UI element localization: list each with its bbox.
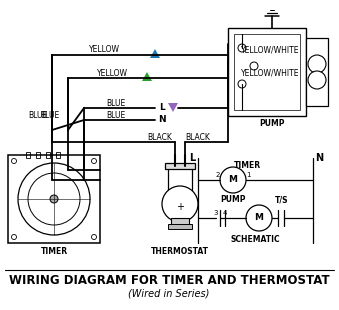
Circle shape xyxy=(12,234,17,240)
Text: TIMER: TIMER xyxy=(40,246,67,255)
Circle shape xyxy=(92,234,97,240)
Circle shape xyxy=(162,186,198,222)
Text: 3: 3 xyxy=(214,210,218,216)
Bar xyxy=(56,152,60,158)
Text: YELLOW/WHITE: YELLOW/WHITE xyxy=(241,69,299,78)
Text: M: M xyxy=(255,214,263,223)
Text: PUMP: PUMP xyxy=(259,119,285,129)
Circle shape xyxy=(308,71,326,89)
Text: BLUE: BLUE xyxy=(106,99,126,108)
Polygon shape xyxy=(142,72,152,81)
Text: M: M xyxy=(228,175,238,184)
Polygon shape xyxy=(168,103,178,112)
Text: BLACK: BLACK xyxy=(185,132,211,141)
Bar xyxy=(46,152,50,158)
Text: N: N xyxy=(158,116,166,125)
Text: THERMOSTAT: THERMOSTAT xyxy=(151,246,209,255)
Bar xyxy=(171,218,189,226)
Text: YELLOW: YELLOW xyxy=(97,69,127,78)
Text: L: L xyxy=(159,104,165,113)
Text: (Wired in Series): (Wired in Series) xyxy=(128,288,210,298)
Text: PUMP: PUMP xyxy=(220,196,246,205)
Circle shape xyxy=(92,158,97,163)
Text: 1: 1 xyxy=(246,172,250,178)
Text: YELLOW/WHITE: YELLOW/WHITE xyxy=(241,46,299,55)
Text: YELLOW: YELLOW xyxy=(88,46,120,55)
Text: N: N xyxy=(315,153,323,163)
Bar xyxy=(168,166,192,194)
Circle shape xyxy=(50,195,58,203)
Text: T/S: T/S xyxy=(275,196,289,205)
Text: BLUE: BLUE xyxy=(28,110,47,119)
Text: TIMER: TIMER xyxy=(234,162,261,171)
Text: 4: 4 xyxy=(223,210,227,216)
Circle shape xyxy=(246,205,272,231)
Circle shape xyxy=(18,163,90,235)
Circle shape xyxy=(308,55,326,73)
Circle shape xyxy=(220,167,246,193)
Bar xyxy=(234,34,300,110)
Circle shape xyxy=(238,80,246,88)
Bar xyxy=(168,224,192,229)
Bar xyxy=(306,38,328,106)
Bar xyxy=(228,28,306,116)
Circle shape xyxy=(28,173,80,225)
Bar xyxy=(8,155,100,243)
Text: BLUE: BLUE xyxy=(40,110,60,119)
Circle shape xyxy=(12,158,17,163)
Bar xyxy=(26,152,30,158)
Bar xyxy=(36,152,40,158)
Text: L: L xyxy=(189,153,195,163)
Text: WIRING DIAGRAM FOR TIMER AND THERMOSTAT: WIRING DIAGRAM FOR TIMER AND THERMOSTAT xyxy=(9,274,329,287)
Text: BLUE: BLUE xyxy=(106,110,126,119)
Text: +: + xyxy=(176,202,184,212)
Text: 2: 2 xyxy=(216,172,220,178)
Circle shape xyxy=(238,44,246,52)
Bar xyxy=(165,163,195,169)
Polygon shape xyxy=(150,49,160,58)
Text: BLACK: BLACK xyxy=(147,132,173,141)
Circle shape xyxy=(250,62,258,70)
Text: SCHEMATIC: SCHEMATIC xyxy=(230,236,280,245)
